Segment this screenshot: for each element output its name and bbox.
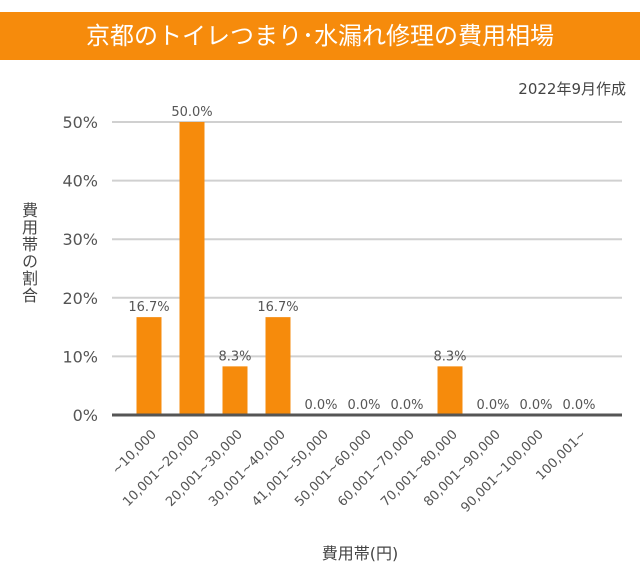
data-label: 0.0% <box>562 398 595 413</box>
data-label: 50.0% <box>171 105 212 120</box>
y-tick-label: 0% <box>73 406 98 425</box>
y-tick-label: 30% <box>62 230 98 249</box>
x-tick-label: 30,001~40,000 <box>206 427 289 510</box>
y-tick-label: 20% <box>62 289 98 308</box>
x-tick-label: 60,001~70,000 <box>335 427 418 510</box>
chart-title: 京都のトイレつまり･水漏れ修理の費用相場 <box>0 12 640 60</box>
x-tick-label: 50,001~60,000 <box>292 427 375 510</box>
bar <box>179 122 205 415</box>
y-tick-label: 40% <box>62 172 98 191</box>
x-tick-label: 70,001~80,000 <box>378 427 461 510</box>
data-label: 0.0% <box>304 398 337 413</box>
data-label: 0.0% <box>519 398 552 413</box>
data-label: 8.3% <box>218 349 251 364</box>
x-tick-label: 41,001~50,000 <box>249 427 332 510</box>
y-tick-label: 10% <box>62 347 98 366</box>
x-tick-label: 20,001~30,000 <box>163 427 246 510</box>
data-label: 0.0% <box>476 398 509 413</box>
bar <box>222 366 248 415</box>
data-label: 0.0% <box>347 398 380 413</box>
x-tick-label: 10,001~20,000 <box>120 427 203 510</box>
bar <box>437 366 463 415</box>
x-tick-label: 90,001~100,000 <box>458 427 546 515</box>
x-tick-label: 80,001~90,000 <box>421 427 504 510</box>
data-label: 8.3% <box>433 349 466 364</box>
chart-subtitle: 2022年9月作成 <box>518 80 626 98</box>
y-axis-label: 費用帯の割合 <box>19 202 38 304</box>
data-label: 16.7% <box>257 300 298 315</box>
data-label: 16.7% <box>128 300 169 315</box>
y-tick-label: 50% <box>62 113 98 132</box>
bar <box>265 317 291 415</box>
x-axis-label: 費用帯(円) <box>321 544 399 563</box>
data-label: 0.0% <box>390 398 423 413</box>
bar <box>136 317 162 415</box>
